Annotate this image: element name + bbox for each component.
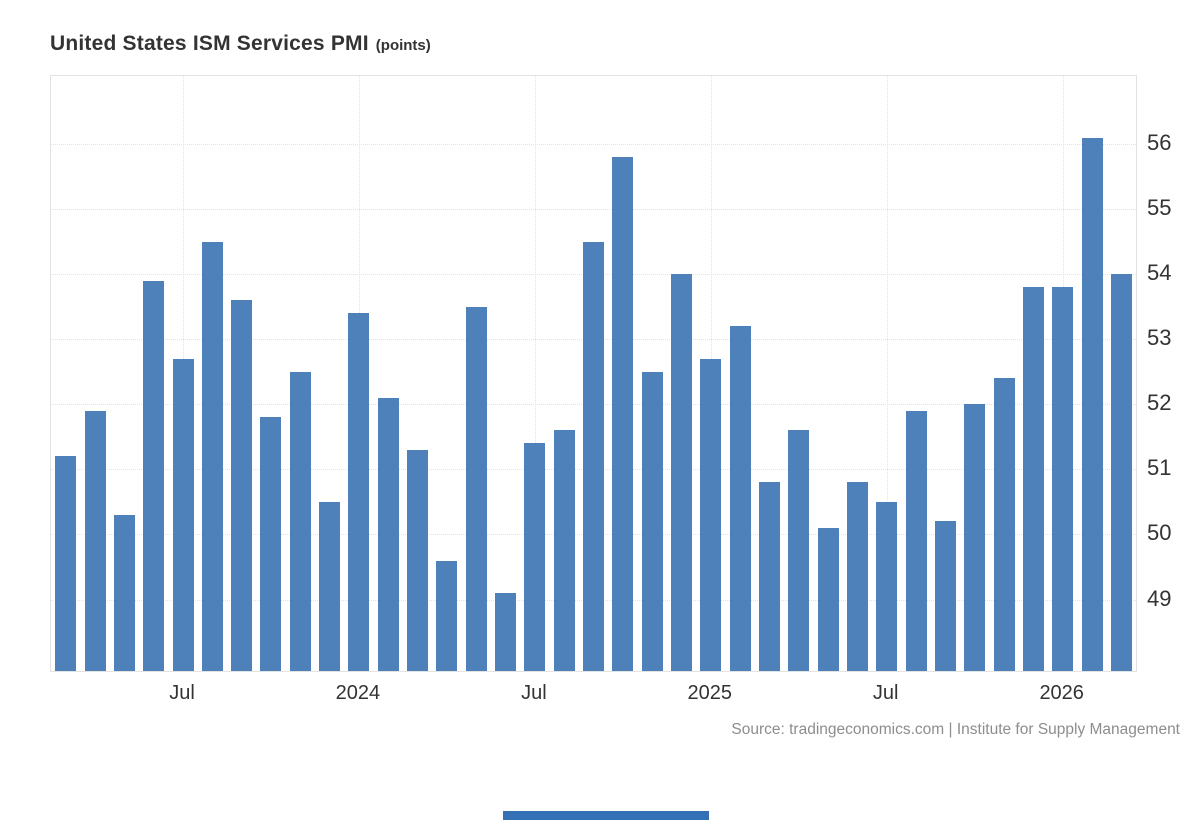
x-tick-label: Jul <box>872 682 899 704</box>
bar[interactable] <box>407 449 429 671</box>
gridline-horizontal <box>51 144 1136 146</box>
bar[interactable] <box>289 371 311 671</box>
bar[interactable] <box>788 430 810 671</box>
bar[interactable] <box>612 157 634 671</box>
bar[interactable] <box>201 241 223 671</box>
bar[interactable] <box>84 410 106 671</box>
x-tick-label: Jul <box>521 682 547 704</box>
bar[interactable] <box>143 280 165 671</box>
y-tick-label: 52 <box>1147 390 1172 416</box>
bar[interactable] <box>964 404 986 671</box>
x-tick-label: Jul <box>169 682 195 704</box>
bar[interactable] <box>846 482 868 671</box>
bar[interactable] <box>700 358 722 671</box>
y-tick-label: 55 <box>1147 195 1172 221</box>
bar[interactable] <box>319 501 341 671</box>
bar[interactable] <box>934 521 956 671</box>
y-tick-label: 53 <box>1147 325 1172 351</box>
chart-title: United States ISM Services PMI <box>50 32 369 55</box>
y-tick-label: 54 <box>1147 260 1172 286</box>
bar[interactable] <box>260 417 282 671</box>
bar[interactable] <box>465 306 487 671</box>
bar[interactable] <box>495 593 516 671</box>
y-tick-label: 50 <box>1147 520 1172 546</box>
y-tick-label: 51 <box>1147 455 1172 481</box>
bar[interactable] <box>553 430 575 671</box>
x-tick-label: 2025 <box>687 682 733 704</box>
gridline-vertical <box>534 76 536 671</box>
bar[interactable] <box>1052 287 1074 671</box>
bar[interactable] <box>1110 274 1132 671</box>
y-tick-label: 56 <box>1147 130 1172 156</box>
bar[interactable] <box>671 274 692 671</box>
bar[interactable] <box>231 300 253 671</box>
chart-header: United States ISM Services PMI (points) <box>50 32 431 56</box>
bar[interactable] <box>113 514 135 671</box>
bar[interactable] <box>817 527 839 671</box>
bar[interactable] <box>377 397 399 671</box>
bar-series <box>51 76 1136 671</box>
gridline-vertical <box>886 76 888 671</box>
bar[interactable] <box>583 241 604 671</box>
x-tick-label: 2024 <box>335 682 381 704</box>
bar[interactable] <box>436 560 458 671</box>
bar[interactable] <box>55 456 77 671</box>
bar[interactable] <box>876 501 898 671</box>
bar[interactable] <box>641 371 663 671</box>
bar[interactable] <box>1081 137 1103 671</box>
bottom-partial-banner[interactable] <box>503 811 709 820</box>
plot-area <box>50 75 1137 672</box>
x-tick-label: 2026 <box>1039 682 1084 704</box>
bar[interactable] <box>348 313 370 671</box>
y-tick-label: 49 <box>1147 585 1172 611</box>
gridline-horizontal <box>51 209 1136 211</box>
bar[interactable] <box>993 378 1015 671</box>
bar[interactable] <box>172 358 194 671</box>
bar[interactable] <box>729 326 751 671</box>
bar[interactable] <box>524 443 546 671</box>
bar[interactable] <box>905 410 927 671</box>
bar[interactable] <box>758 482 780 671</box>
chart-subtitle: (points) <box>375 37 431 54</box>
source-attribution: Source: tradingeconomics.com | Institute… <box>731 721 1180 738</box>
y-axis: 49 50 51 52 53 54 55 56 <box>1147 75 1197 672</box>
bar[interactable] <box>1022 287 1044 671</box>
x-axis: Jul 2024 Jul 2025 Jul 2026 <box>50 674 1137 710</box>
